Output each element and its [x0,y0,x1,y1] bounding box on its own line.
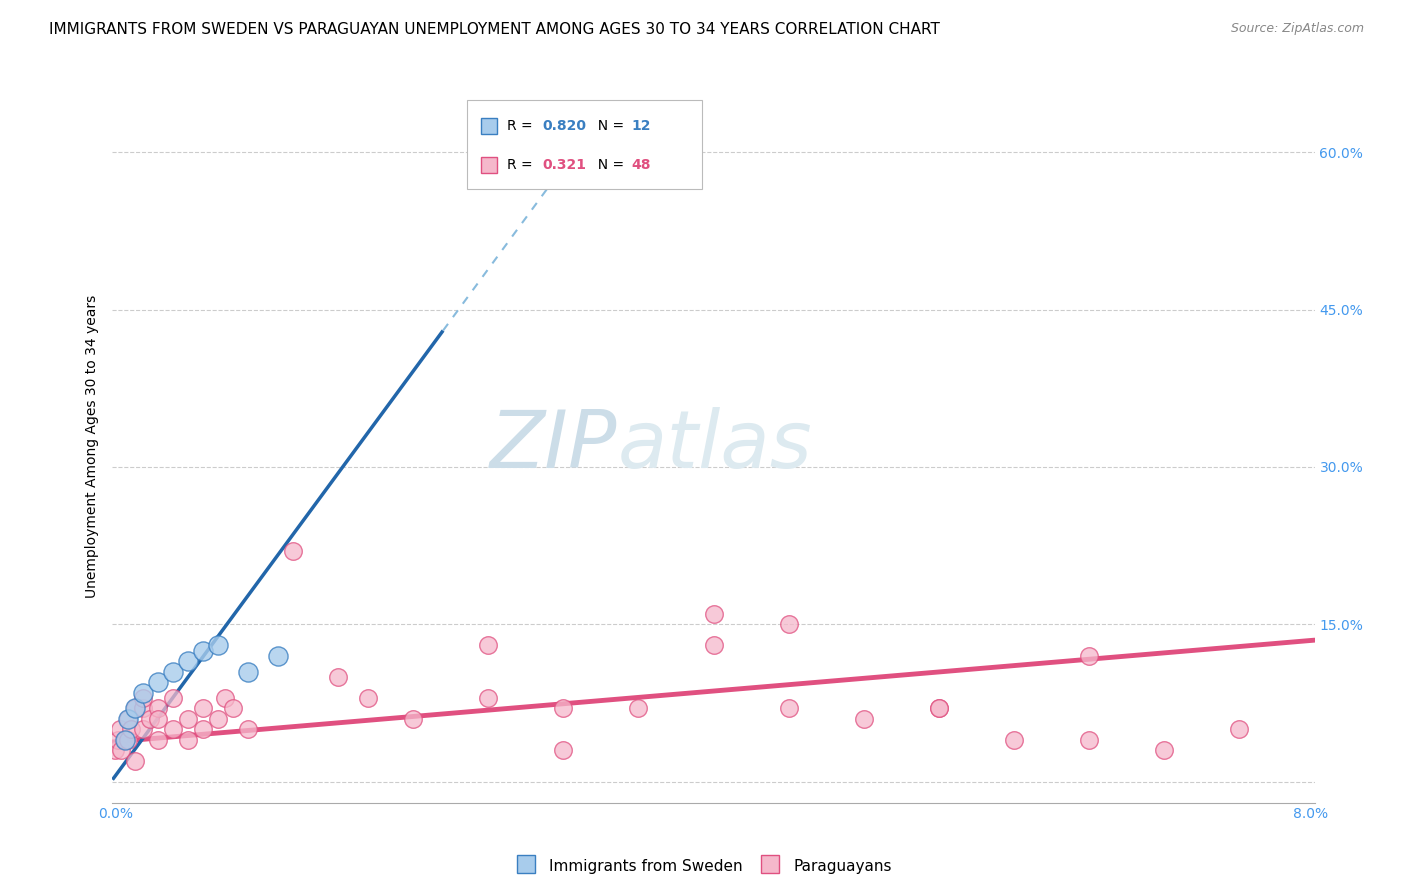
Point [131,690,153,705]
Text: IMMIGRANTS FROM SWEDEN VS PARAGUAYAN UNEMPLOYMENT AMONG AGES 30 TO 34 YEARS CORR: IMMIGRANTS FROM SWEDEN VS PARAGUAYAN UNE… [49,22,941,37]
Point [281,544,304,558]
Point [117,712,139,726]
Point [191,643,214,657]
Point [267,648,290,663]
FancyBboxPatch shape [467,100,702,189]
Point [236,665,259,679]
Point [107,732,129,747]
Point [1229,723,1251,737]
Point [146,732,169,747]
Point [477,690,499,705]
Text: 0.0%: 0.0% [98,807,132,822]
Text: 48: 48 [631,158,651,172]
Point [553,743,575,757]
Point [191,701,214,715]
Point [778,701,800,715]
Point [162,665,184,679]
Text: 0.820: 0.820 [543,120,586,134]
Point [131,701,153,715]
Point [1002,732,1025,747]
Text: 8.0%: 8.0% [1294,807,1327,822]
Point [131,685,153,699]
Point [162,723,184,737]
Point [104,743,127,757]
Point [627,701,650,715]
Point [1078,732,1101,747]
Point [120,723,142,737]
Point [357,690,380,705]
Point [124,754,146,768]
Point [176,712,198,726]
Point [108,723,131,737]
Point [402,712,425,726]
Y-axis label: Unemployment Among Ages 30 to 34 years: Unemployment Among Ages 30 to 34 years [86,294,100,598]
Point [131,723,153,737]
Point [702,607,725,621]
Text: N =: N = [589,158,628,172]
Point [117,712,139,726]
Point [477,639,499,653]
Point [146,675,169,690]
Text: 12: 12 [631,120,651,134]
Point [702,639,725,653]
Point [191,723,214,737]
Text: Source: ZipAtlas.com: Source: ZipAtlas.com [1230,22,1364,36]
Point [1078,648,1101,663]
Point [928,701,950,715]
Text: atlas: atlas [617,407,813,485]
Text: R =: R = [506,158,537,172]
Point [176,732,198,747]
Text: R =: R = [506,120,537,134]
Point [207,639,229,653]
Point [146,712,169,726]
Text: 0.321: 0.321 [543,158,586,172]
Point [928,701,950,715]
Point [553,701,575,715]
Point [236,723,259,737]
Point [124,701,146,715]
Text: ZIP: ZIP [491,407,617,485]
Point [778,617,800,632]
Point [207,712,229,726]
Point [124,701,146,715]
Point [114,732,136,747]
Point [1153,743,1175,757]
Point [114,732,136,747]
Point [162,690,184,705]
Point [214,690,236,705]
Point [146,701,169,715]
Point [176,654,198,668]
Point [117,732,139,747]
Point [110,743,132,757]
Point [852,712,875,726]
Legend: Immigrants from Sweden, Paraguayans: Immigrants from Sweden, Paraguayans [508,852,898,880]
Point [139,712,162,726]
Point [326,670,349,684]
Text: N =: N = [589,120,628,134]
Point [222,701,245,715]
Point [508,124,530,138]
